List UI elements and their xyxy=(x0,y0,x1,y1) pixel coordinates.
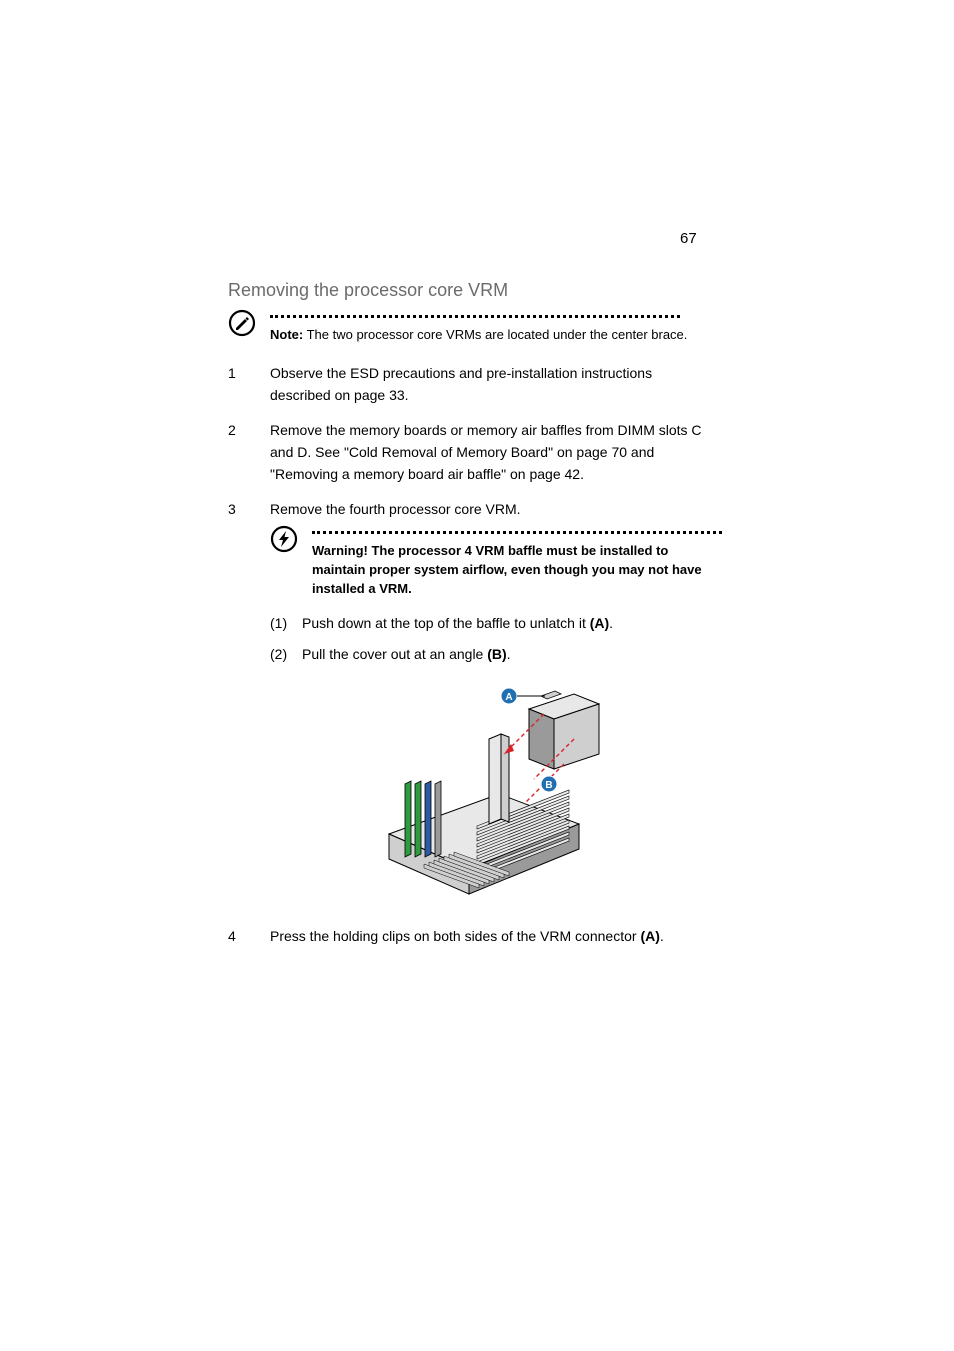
svg-text:B: B xyxy=(545,780,552,791)
step-text: Observe the ESD precautions and pre-inst… xyxy=(270,365,652,403)
substep-suffix: . xyxy=(609,615,613,631)
step-item: 2 Remove the memory boards or memory air… xyxy=(228,420,708,485)
step-item: 3 Remove the fourth processor core VRM. … xyxy=(228,499,708,904)
step-item: 1 Observe the ESD precautions and pre-in… xyxy=(228,363,708,406)
substep-suffix: . xyxy=(507,646,511,662)
lightning-warning-icon xyxy=(270,525,298,553)
step-number: 1 xyxy=(228,363,236,385)
substep-prefix: Pull the cover out at an angle xyxy=(302,646,487,662)
step-item: 4 Press the holding clips on both sides … xyxy=(228,926,708,948)
section-heading: Removing the processor core VRM xyxy=(228,280,708,301)
pencil-note-icon xyxy=(228,309,256,337)
step-list: 1 Observe the ESD precautions and pre-in… xyxy=(228,363,708,948)
substep-list: (1) Push down at the top of the baffle t… xyxy=(270,613,708,666)
substep-bold: (A) xyxy=(590,615,609,631)
svg-text:A: A xyxy=(505,692,512,703)
step-text-suffix: . xyxy=(660,928,664,944)
substep-bold: (B) xyxy=(487,646,506,662)
note-divider xyxy=(270,315,680,318)
step-number: 3 xyxy=(228,499,236,521)
step-number: 4 xyxy=(228,926,236,948)
step-number: 2 xyxy=(228,420,236,442)
vrm-baffle-figure: AB xyxy=(369,684,609,904)
substep-item: (1) Push down at the top of the baffle t… xyxy=(270,613,708,635)
note-text: Note: The two processor core VRMs are lo… xyxy=(270,326,708,345)
substep-item: (2) Pull the cover out at an angle (B). xyxy=(270,644,708,666)
step-text-prefix: Press the holding clips on both sides of… xyxy=(270,928,640,944)
step-text: Remove the fourth processor core VRM. xyxy=(270,501,521,517)
note-label: Note: xyxy=(270,327,303,342)
warning-text: Warning! The processor 4 VRM baffle must… xyxy=(312,542,708,599)
substep-prefix: Push down at the top of the baffle to un… xyxy=(302,615,590,631)
substep-number: (2) xyxy=(270,644,287,666)
note-body: The two processor core VRMs are located … xyxy=(303,327,687,342)
warning-divider xyxy=(312,531,722,534)
step-text: Remove the memory boards or memory air b… xyxy=(270,422,702,481)
note-block: Note: The two processor core VRMs are lo… xyxy=(270,315,708,345)
substep-number: (1) xyxy=(270,613,287,635)
page-content: Removing the processor core VRM Note: Th… xyxy=(228,230,708,962)
warning-block: Warning! The processor 4 VRM baffle must… xyxy=(312,531,708,599)
step-text-bold: (A) xyxy=(640,928,659,944)
